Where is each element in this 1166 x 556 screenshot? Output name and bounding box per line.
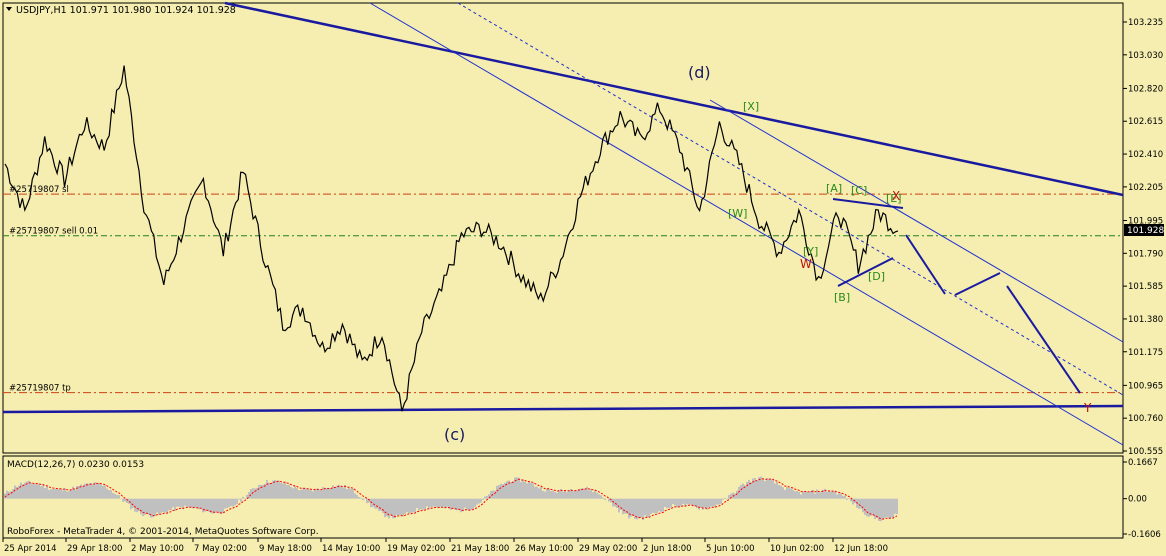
trendlines <box>2 1 1124 446</box>
wave-label: Y <box>1083 401 1092 415</box>
current-price-label: 101.928 <box>1127 226 1164 236</box>
triangle-upper[interactable] <box>832 198 904 209</box>
order-line-label: #25719807 sell 0.01 <box>9 227 98 237</box>
wave-label: [X] <box>743 100 759 113</box>
order-line-label: #25719807 sl <box>9 185 69 195</box>
wave-label: [W] <box>728 207 747 220</box>
price-tick-label: 102.615 <box>1128 117 1163 127</box>
time-tick-label: 25 Apr 2014 <box>4 544 57 554</box>
price-tick-label: 102.820 <box>1128 84 1163 94</box>
wave-label: [C] <box>851 184 867 197</box>
price-tick-label: 102.205 <box>1128 183 1163 193</box>
order-line-label: #25719807 tp <box>9 384 71 394</box>
triangle-lower[interactable] <box>837 257 894 287</box>
time-tick-label: 2 May 10:00 <box>131 544 184 554</box>
channel-line-inner[interactable] <box>709 99 1124 343</box>
time-tick-label: 26 May 10:00 <box>515 544 573 554</box>
wave-label: W <box>800 257 812 271</box>
channel-line-outer[interactable] <box>369 2 1124 446</box>
time-tick-label: 19 May 02:00 <box>387 544 445 554</box>
upper-trendline[interactable] <box>224 1 1124 197</box>
current-price-box <box>1124 224 1164 236</box>
time-tick-label: 14 May 10:00 <box>322 544 380 554</box>
time-tick-label: 12 Jun 18:00 <box>834 544 888 554</box>
macd-tick-label: 0.1667 <box>1128 458 1158 468</box>
wave-label: [E] <box>886 192 902 205</box>
price-tick-label: 102.410 <box>1128 150 1163 160</box>
channel-line-dashed[interactable] <box>457 2 1124 396</box>
symbol-header: USDJPY,H1 101.971 101.980 101.924 101.92… <box>16 5 236 16</box>
price-tick-label: 103.030 <box>1128 51 1163 61</box>
lower-trendline[interactable] <box>2 404 1124 414</box>
price-tick-label: 100.965 <box>1128 381 1163 391</box>
wave-label: (d) <box>688 63 711 82</box>
macd-histogram <box>4 476 898 522</box>
macd-tick-label: 0.00 <box>1128 495 1147 505</box>
price-tick-label: 100.760 <box>1128 414 1163 424</box>
time-tick-label: 21 May 18:00 <box>451 544 509 554</box>
time-tick-label: 29 Apr 18:00 <box>67 544 122 554</box>
projection-path-3[interactable] <box>1006 285 1081 394</box>
price-tick-label: 101.995 <box>1128 216 1163 226</box>
time-tick-label: 7 May 02:00 <box>194 544 247 554</box>
price-tick-label: 103.235 <box>1128 18 1163 28</box>
price-tick-label: 101.585 <box>1128 282 1163 292</box>
price-tick-label: 101.175 <box>1128 348 1163 358</box>
macd-signal-line <box>4 478 898 520</box>
wave-label: [D] <box>868 270 885 283</box>
wave-label: [B] <box>834 291 850 304</box>
projection-path-2[interactable] <box>954 272 1001 296</box>
time-tick-label: 10 Jun 02:00 <box>770 544 824 554</box>
time-tick-label: 9 May 18:00 <box>259 544 312 554</box>
symbol-dropdown-icon[interactable] <box>6 7 12 11</box>
wave-label: [Y] <box>803 245 818 258</box>
time-tick-label: 29 May 02:00 <box>579 544 637 554</box>
wave-label: [A] <box>826 182 842 195</box>
wave-label: X <box>892 189 900 203</box>
macd-label: MACD(12,26,7) 0.0230 0.0153 <box>7 460 144 470</box>
price-tick-label: 101.790 <box>1128 249 1163 259</box>
projection-path[interactable] <box>905 234 946 295</box>
macd-tick-label: -0.1606 <box>1128 530 1161 540</box>
wave-label: (c) <box>444 425 465 444</box>
macd-pane-frame <box>2 455 1124 539</box>
time-tick-label: 5 Jun 10:00 <box>706 544 755 554</box>
copyright-footer: RoboForex - MetaTrader 4, © 2001-2014, M… <box>7 527 319 537</box>
price-tick-label: 100.555 <box>1128 447 1163 457</box>
price-tick-label: 101.380 <box>1128 315 1163 325</box>
price-series-line <box>4 65 899 412</box>
main-pane-frame <box>2 2 1124 454</box>
time-tick-label: 2 Jun 18:00 <box>643 544 692 554</box>
